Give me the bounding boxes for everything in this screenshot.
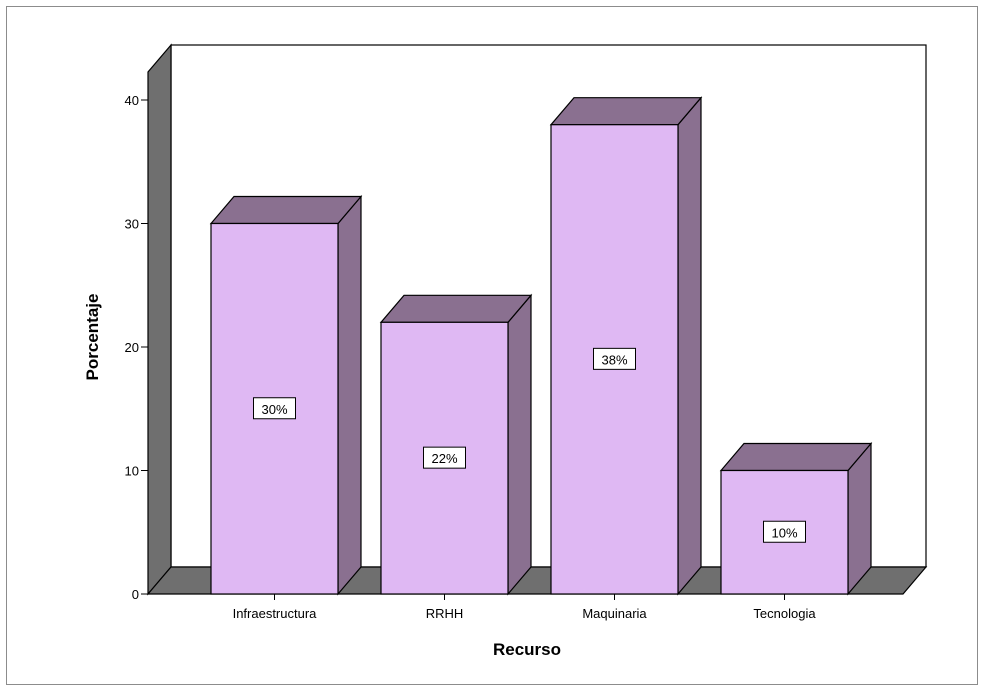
data-label: 22% <box>431 451 457 466</box>
bar-top <box>209 195 363 225</box>
chart-frame: 0 10 20 30 40 30% 22% 38% 10% Infraestructura RR… <box>6 6 978 685</box>
x-tick-label: Infraestructura <box>233 606 318 621</box>
bar: 22% <box>379 293 533 596</box>
x-tick-label: RRHH <box>426 606 464 621</box>
data-label: 30% <box>261 402 287 417</box>
y-tick-label: 20 <box>125 340 139 355</box>
bar-top <box>379 294 533 323</box>
bar: 10% <box>719 441 873 596</box>
y-tick-label: 40 <box>125 93 139 108</box>
data-label-box <box>423 446 466 469</box>
x-tick-label: Tecnologia <box>753 606 816 621</box>
bar-top <box>549 97 703 126</box>
bar: 38% <box>549 96 703 596</box>
bar-top <box>719 442 873 472</box>
bar-side <box>337 194 362 596</box>
data-label: 38% <box>601 352 627 367</box>
bar-chart: 0 10 20 30 40 30% 22% 38% 10% Infraestructura RR… <box>83 43 928 659</box>
data-label-box <box>593 347 636 370</box>
bar-side <box>507 293 532 596</box>
y-axis-title: Porcentaje <box>83 294 102 381</box>
data-label-box <box>763 520 806 543</box>
data-label-box <box>253 397 296 420</box>
y-tick-label: 0 <box>132 587 139 602</box>
x-axis-title: Recurso <box>493 640 561 659</box>
x-tick-label: Maquinaria <box>582 606 647 621</box>
side-wall <box>147 43 172 596</box>
y-tick-label: 10 <box>125 464 139 479</box>
bar: 30% <box>209 194 363 596</box>
y-tick-label: 30 <box>125 217 139 232</box>
bar-side <box>677 96 702 596</box>
data-label: 10% <box>771 525 797 540</box>
